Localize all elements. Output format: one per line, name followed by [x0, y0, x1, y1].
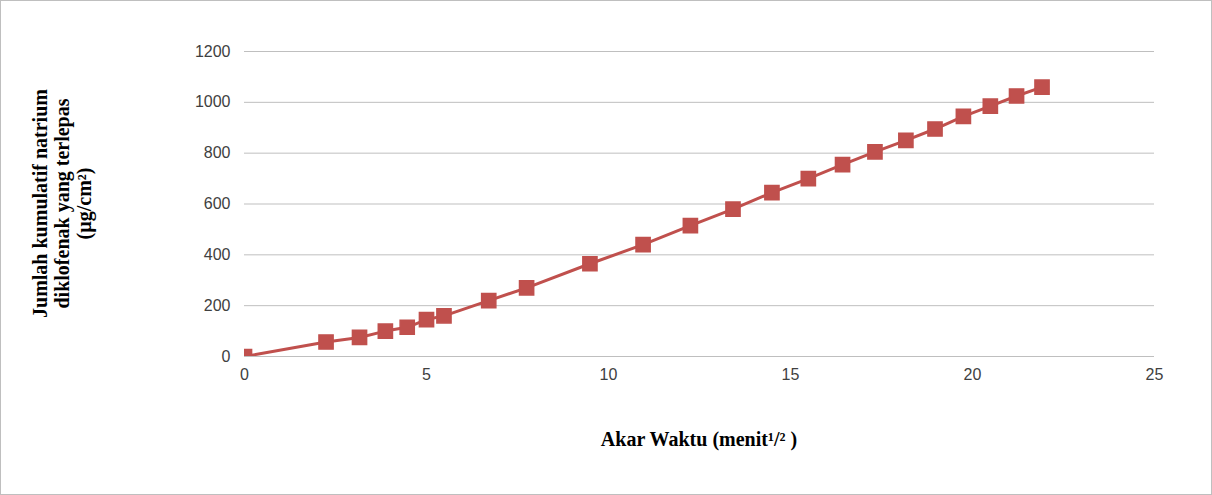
svg-text:600: 600 [204, 195, 231, 212]
svg-text:200: 200 [204, 297, 231, 314]
svg-text:5: 5 [422, 366, 431, 383]
svg-text:0: 0 [222, 348, 231, 365]
svg-text:10: 10 [600, 366, 618, 383]
svg-text:15: 15 [782, 366, 800, 383]
svg-text:Jumlah kumulatif natriumdiklof: Jumlah kumulatif natriumdiklofenak yang … [29, 89, 96, 318]
svg-text:Akar Waktu (menit¹/² ): Akar Waktu (menit¹/² ) [601, 428, 797, 451]
svg-text:400: 400 [204, 246, 231, 263]
svg-text:1200: 1200 [195, 43, 231, 60]
svg-text:800: 800 [204, 144, 231, 161]
svg-text:25: 25 [1146, 366, 1164, 383]
svg-text:20: 20 [964, 366, 982, 383]
svg-text:0: 0 [240, 366, 249, 383]
svg-text:1000: 1000 [195, 93, 231, 110]
